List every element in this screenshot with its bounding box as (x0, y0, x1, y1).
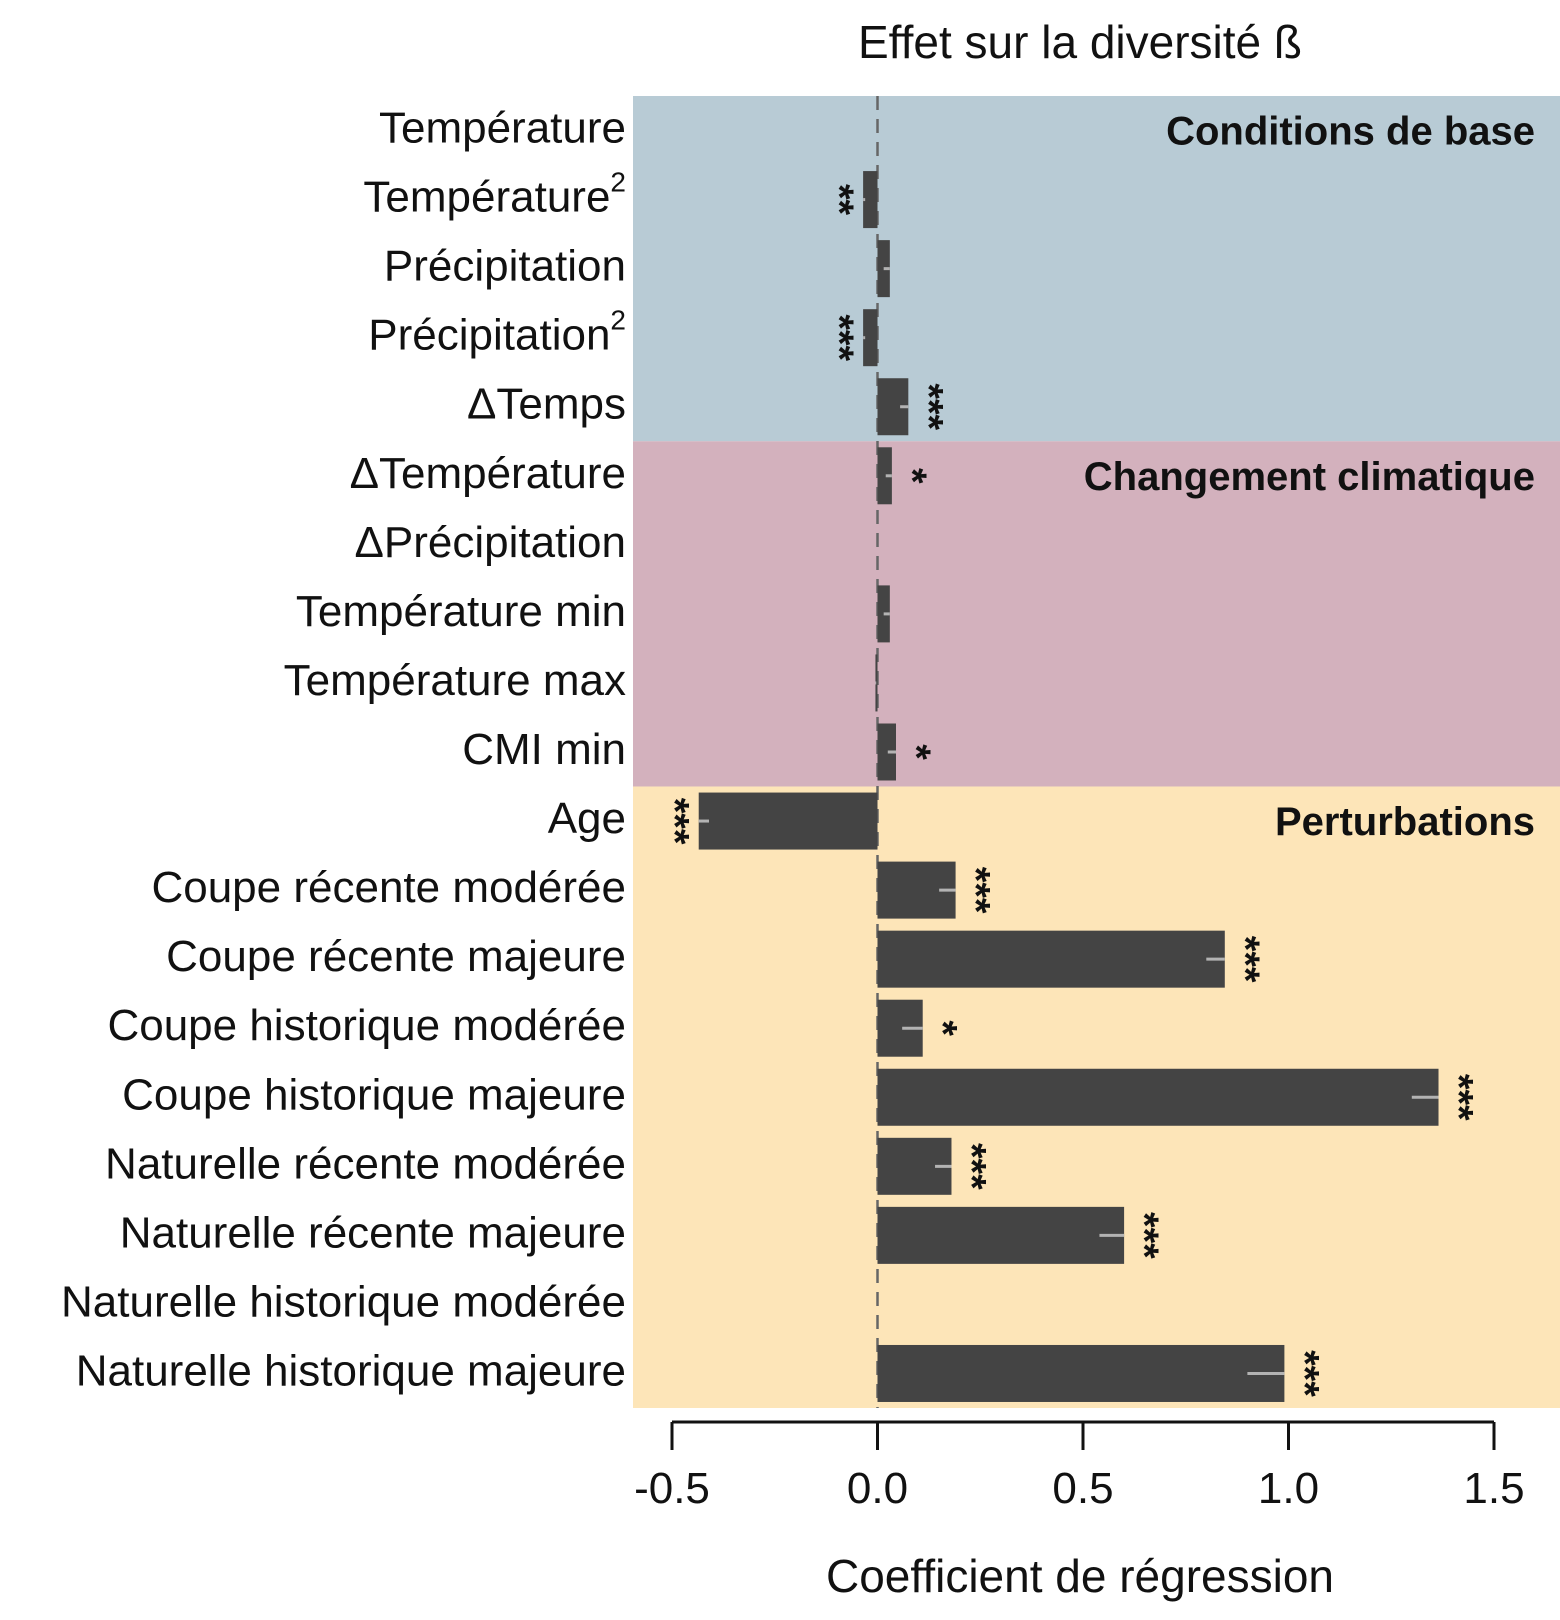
category-label-text-11: Age (548, 794, 626, 843)
category-label-superscript-4: 2 (610, 305, 626, 336)
category-label-text-5: ΔTemps (467, 379, 626, 428)
bar-2 (863, 171, 878, 229)
category-label-12: Coupe récente modérée (151, 863, 626, 912)
x-tick-label-4: 1.0 (1258, 1464, 1319, 1513)
bar-15 (877, 1068, 1439, 1126)
significance-5: *** (906, 383, 950, 430)
significance-11: *** (653, 798, 697, 845)
category-label-2: Température2 (363, 166, 626, 221)
category-labels: TempératureTempérature2PrécipitationPréc… (61, 103, 626, 1395)
category-label-text-17: Naturelle récente majeure (120, 1208, 626, 1257)
category-label-text-2: Température (363, 172, 610, 221)
category-label-text-14: Coupe historique modérée (107, 1001, 626, 1050)
bar-17 (877, 1206, 1125, 1264)
category-label-text-19: Naturelle historique majeure (76, 1346, 626, 1395)
category-label-7: ΔPrécipitation (354, 517, 626, 566)
significance-4: *** (817, 314, 861, 361)
bar-9 (875, 654, 878, 712)
category-label-15: Coupe historique majeure (122, 1070, 626, 1119)
category-label-3: Précipitation (384, 241, 626, 290)
category-label-text-6: ΔTempérature (350, 448, 626, 497)
category-label-superscript-2: 2 (610, 166, 626, 197)
significance-10: * (894, 744, 938, 760)
category-label-text-18: Naturelle historique modérée (61, 1277, 626, 1326)
category-label-18: Naturelle historique modérée (61, 1277, 626, 1326)
significance-2: ** (817, 184, 861, 216)
x-axis: -0.5 0.0 0.5 1.0 1.5 (634, 1420, 1525, 1513)
category-label-6: ΔTempérature (350, 448, 626, 497)
category-label-text-15: Coupe historique majeure (122, 1070, 626, 1119)
bars: ******************************** (653, 171, 1481, 1402)
category-label-16: Naturelle récente modérée (105, 1139, 626, 1188)
category-label-text-8: Température min (296, 587, 626, 636)
category-label-4: Précipitation2 (368, 305, 626, 360)
bar-6 (877, 447, 892, 505)
category-label-8: Température min (296, 587, 626, 636)
significance-14: * (921, 1020, 965, 1036)
category-label-text-16: Naturelle récente modérée (105, 1139, 626, 1188)
section-band-2 (633, 441, 1560, 787)
x-tick-label-2: 0.0 (847, 1464, 908, 1513)
section-label-3: Perturbations (1275, 800, 1535, 844)
x-tick-label-1: -0.5 (634, 1464, 710, 1513)
significance-17: *** (1122, 1212, 1166, 1259)
significance-13: *** (1223, 936, 1267, 983)
category-label-5: ΔTemps (467, 379, 626, 428)
x-tick-label-3: 0.5 (1052, 1464, 1113, 1513)
category-label-1: Température (379, 103, 626, 152)
significance-15: *** (1437, 1074, 1481, 1121)
x-tick-label-5: 1.5 (1463, 1464, 1524, 1513)
bar-4 (863, 309, 878, 367)
significance-12: *** (954, 867, 998, 914)
section-label-2: Changement climatique (1084, 455, 1535, 499)
category-label-19: Naturelle historique majeure (76, 1346, 626, 1395)
significance-16: *** (949, 1143, 993, 1190)
category-label-text-4: Précipitation (368, 310, 610, 359)
section-band-1 (633, 96, 1560, 442)
category-label-text-7: ΔPrécipitation (354, 517, 626, 566)
category-label-9: Température max (284, 656, 626, 705)
significance-6: * (890, 468, 934, 484)
category-label-14: Coupe historique modérée (107, 1001, 626, 1050)
chart-title: Effet sur la diversité ß (858, 16, 1302, 68)
category-label-text-9: Température max (284, 656, 626, 705)
bar-19 (877, 1344, 1285, 1402)
category-label-17: Naturelle récente majeure (120, 1208, 626, 1257)
x-axis-title: Coefficient de régression (826, 1550, 1334, 1602)
bar-10 (877, 723, 896, 781)
category-label-10: CMI min (462, 725, 626, 774)
category-label-11: Age (548, 794, 626, 843)
bar-13 (877, 930, 1225, 988)
significance-19: *** (1282, 1350, 1326, 1397)
section-label-1: Conditions de base (1166, 110, 1535, 154)
category-label-text-10: CMI min (462, 725, 626, 774)
category-label-text-1: Température (379, 103, 626, 152)
category-label-text-13: Coupe récente majeure (166, 932, 626, 981)
category-label-text-3: Précipitation (384, 241, 626, 290)
category-label-text-12: Coupe récente modérée (151, 863, 626, 912)
section-labels: Conditions de base Changement climatique P… (1084, 110, 1535, 845)
bar-11 (698, 792, 878, 850)
category-label-13: Coupe récente majeure (166, 932, 626, 981)
